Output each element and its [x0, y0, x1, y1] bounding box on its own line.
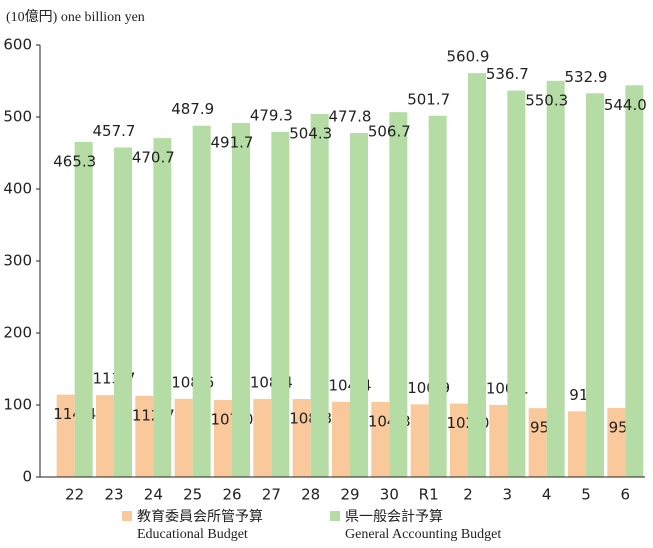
bar — [332, 401, 350, 477]
bar — [468, 73, 486, 477]
data-label: 504.3 — [289, 124, 332, 142]
data-label: 560.9 — [447, 48, 490, 66]
x-tick-label: R1 — [419, 486, 439, 504]
y-tick-label: 600 — [3, 36, 32, 54]
bar — [350, 132, 368, 477]
bar — [174, 398, 193, 477]
y-tick-label: 0 — [22, 468, 32, 486]
data-label: 457.7 — [93, 122, 136, 140]
bar — [607, 408, 626, 477]
bar — [292, 399, 311, 477]
bar — [232, 122, 250, 477]
y-tick-label: 500 — [3, 108, 32, 126]
bar — [428, 115, 447, 477]
bar — [507, 90, 526, 478]
x-tick-label: 3 — [503, 486, 513, 504]
bar — [253, 398, 272, 477]
bar — [310, 113, 329, 478]
x-tick-label: 23 — [104, 486, 123, 504]
data-label: 544.0 — [604, 96, 647, 114]
bar — [192, 125, 211, 477]
y-tick-label: 100 — [3, 396, 32, 414]
bar — [389, 112, 408, 478]
bar — [371, 401, 390, 477]
bar — [625, 85, 644, 477]
bar — [56, 394, 75, 477]
bar — [153, 138, 172, 477]
data-label: 491.7 — [211, 133, 254, 151]
x-tick-label: 22 — [65, 486, 84, 504]
data-label: 479.3 — [250, 106, 293, 124]
x-tick-label: 27 — [262, 486, 281, 504]
bar — [410, 404, 429, 477]
legend-label: 教育委員会所管予算 — [137, 509, 263, 525]
y-tick-label: 200 — [3, 324, 32, 342]
bar — [528, 408, 547, 477]
data-label: 536.7 — [486, 65, 529, 83]
data-label: 506.7 — [368, 123, 411, 141]
data-label: 470.7 — [132, 149, 175, 167]
x-tick-label: 29 — [340, 486, 359, 504]
legend-label-en: Educational Budget — [137, 527, 248, 542]
legend-swatch — [330, 511, 340, 521]
x-tick-label: 5 — [581, 486, 591, 504]
bar — [96, 395, 114, 477]
x-tick-label: 30 — [380, 486, 399, 504]
data-label: 550.3 — [525, 91, 568, 109]
y-axis-label: (10億円) one billion yen — [6, 9, 145, 25]
data-label: 532.9 — [565, 68, 608, 86]
y-tick-label: 400 — [3, 180, 32, 198]
data-label: 465.3 — [53, 152, 96, 170]
x-tick-label: 25 — [183, 486, 202, 504]
bar — [214, 399, 232, 477]
data-label: 501.7 — [407, 90, 450, 108]
bar — [586, 93, 604, 477]
bar — [546, 80, 565, 477]
bar — [271, 131, 290, 478]
x-tick-label: 26 — [222, 486, 241, 504]
bar — [568, 411, 586, 477]
data-label: 477.8 — [329, 107, 372, 125]
bar — [135, 395, 154, 477]
x-tick-label: 24 — [144, 486, 163, 504]
bar — [74, 141, 93, 477]
x-tick-label: 28 — [301, 486, 320, 504]
bar — [450, 403, 468, 477]
legend-label: 県一般会計予算 — [345, 509, 443, 525]
x-tick-label: 6 — [621, 486, 631, 504]
bar — [114, 147, 132, 477]
legend-swatch — [122, 511, 132, 521]
x-tick-label: 4 — [542, 486, 552, 504]
bar — [489, 404, 508, 477]
legend-label-en: General Accounting Budget — [345, 527, 501, 542]
y-tick-label: 300 — [3, 252, 32, 270]
data-label: 487.9 — [171, 100, 214, 118]
x-tick-label: 2 — [463, 486, 473, 504]
